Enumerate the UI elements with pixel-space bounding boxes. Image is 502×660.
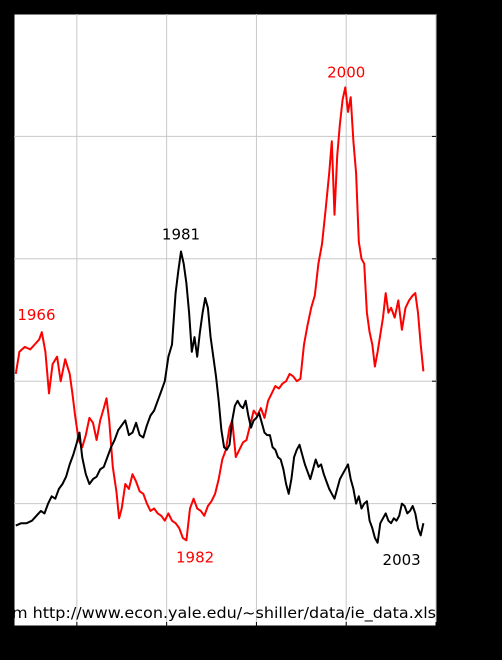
y-tick-label: 10% [442, 377, 464, 388]
x-tick-label: 1980 [154, 632, 179, 643]
x-tick-label: 2000 [333, 632, 358, 643]
annotation-1981: 1981 [162, 225, 200, 243]
y-tick-label: 5% [442, 500, 458, 511]
series-lines [14, 86, 425, 544]
annotation-2000: 2000 [327, 63, 365, 81]
annotations: 1966 2000 1982 1981 2003 [17, 63, 420, 568]
plot-background [13, 13, 437, 627]
x-tick-label: 1970 [64, 632, 89, 643]
annotation-1966: 1966 [17, 306, 55, 324]
y-tick-label: 0% [442, 622, 458, 633]
annotation-2003: 2003 [383, 551, 421, 569]
annotation-1982: 1982 [176, 548, 214, 566]
x-tick-label: 2010 [423, 632, 448, 643]
y-tick-label: 25% [442, 10, 464, 21]
x-tick-label: 1990 [244, 632, 269, 643]
y-axis-label: interest rate [472, 286, 485, 354]
y-tick-label: 15% [442, 255, 464, 266]
series-line-black [15, 250, 425, 544]
x-axis-ticks: 1970 1980 1990 2000 2010 [64, 622, 449, 643]
y-axis-ticks: 0% 5% 10% 15% 20% 25% [432, 10, 464, 633]
source-note: m http://www.econ.yale.edu/~shiller/data… [12, 604, 436, 623]
y-tick-label: 20% [442, 132, 464, 143]
